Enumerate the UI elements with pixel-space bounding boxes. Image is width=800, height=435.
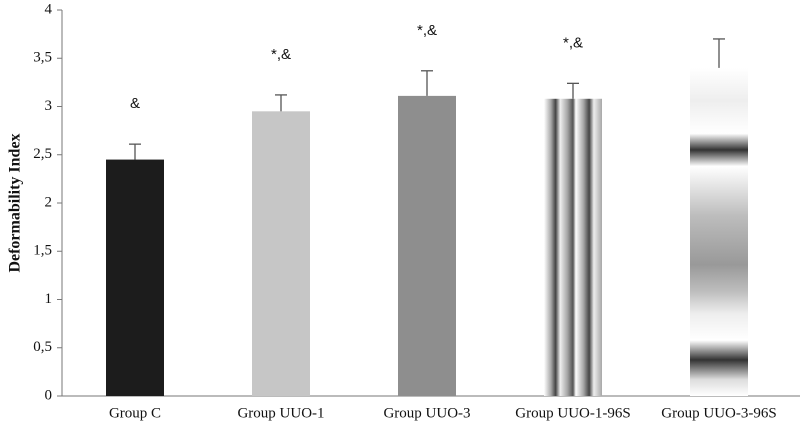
y-axis-label: Deformability Index [7, 133, 24, 272]
y-tick-label: 0 [45, 387, 53, 403]
annotation: *,& [563, 34, 583, 51]
x-tick-label: Group UUO-3 [383, 405, 470, 421]
y-tick-label: 2,5 [33, 146, 52, 162]
y-tick-label: 3,5 [33, 50, 52, 66]
bar [690, 67, 748, 397]
y-tick-label: 3 [45, 98, 53, 114]
x-tick-label: Group UUO-3-96S [661, 405, 776, 421]
x-tick-label: Group UUO-1-96S [515, 405, 630, 421]
annotation: *,& [417, 22, 437, 39]
bar [252, 111, 310, 396]
y-tick-label: 1 [45, 291, 53, 307]
annotation: * [716, 0, 722, 7]
bar [398, 95, 456, 396]
y-tick-label: 4 [45, 1, 53, 17]
annotation: *,& [271, 46, 291, 63]
y-tick-label: 1,5 [33, 243, 52, 259]
x-tick-label: Group C [109, 405, 161, 421]
bar [106, 159, 164, 396]
bar [544, 98, 602, 396]
x-tick-label: Group UUO-1 [237, 405, 324, 421]
y-tick-label: 2 [45, 194, 53, 210]
y-tick-label: 0,5 [33, 339, 52, 355]
annotation: & [130, 95, 140, 112]
